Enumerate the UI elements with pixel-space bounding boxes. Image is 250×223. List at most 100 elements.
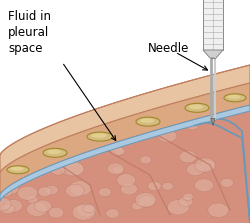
Ellipse shape bbox=[79, 134, 100, 149]
Ellipse shape bbox=[200, 160, 214, 170]
Ellipse shape bbox=[144, 126, 161, 138]
Ellipse shape bbox=[121, 183, 138, 195]
Ellipse shape bbox=[140, 156, 151, 164]
Ellipse shape bbox=[117, 174, 136, 187]
Polygon shape bbox=[0, 65, 250, 173]
Ellipse shape bbox=[66, 184, 84, 197]
Ellipse shape bbox=[56, 120, 75, 132]
Ellipse shape bbox=[178, 196, 193, 206]
Polygon shape bbox=[0, 0, 250, 155]
Ellipse shape bbox=[108, 106, 123, 116]
Ellipse shape bbox=[38, 130, 52, 140]
Ellipse shape bbox=[10, 167, 24, 171]
Ellipse shape bbox=[167, 200, 189, 215]
Ellipse shape bbox=[27, 196, 38, 203]
Ellipse shape bbox=[114, 115, 137, 131]
Ellipse shape bbox=[113, 166, 124, 174]
Ellipse shape bbox=[203, 107, 215, 116]
Ellipse shape bbox=[0, 197, 11, 211]
Ellipse shape bbox=[38, 187, 52, 196]
Ellipse shape bbox=[45, 185, 58, 195]
Ellipse shape bbox=[64, 162, 84, 176]
Ellipse shape bbox=[132, 202, 143, 210]
Ellipse shape bbox=[135, 192, 156, 207]
Ellipse shape bbox=[24, 154, 40, 165]
Ellipse shape bbox=[76, 203, 96, 217]
Ellipse shape bbox=[83, 204, 95, 213]
Ellipse shape bbox=[228, 95, 240, 99]
Polygon shape bbox=[203, 0, 223, 50]
Ellipse shape bbox=[146, 91, 159, 99]
Ellipse shape bbox=[72, 120, 93, 136]
Polygon shape bbox=[0, 65, 250, 223]
Ellipse shape bbox=[185, 107, 198, 116]
Text: Needle: Needle bbox=[148, 42, 190, 55]
Ellipse shape bbox=[47, 150, 61, 154]
Ellipse shape bbox=[47, 155, 68, 169]
Ellipse shape bbox=[134, 114, 145, 122]
Ellipse shape bbox=[136, 117, 160, 126]
Text: Fluid in
pleural
space: Fluid in pleural space bbox=[8, 10, 51, 55]
Polygon shape bbox=[0, 83, 250, 195]
Ellipse shape bbox=[183, 193, 194, 200]
Ellipse shape bbox=[158, 130, 177, 142]
Ellipse shape bbox=[208, 203, 229, 217]
Ellipse shape bbox=[8, 147, 30, 162]
Ellipse shape bbox=[151, 86, 174, 102]
Ellipse shape bbox=[69, 181, 91, 196]
Ellipse shape bbox=[91, 133, 107, 138]
Ellipse shape bbox=[48, 207, 64, 218]
Ellipse shape bbox=[224, 94, 246, 102]
Ellipse shape bbox=[93, 117, 110, 129]
Ellipse shape bbox=[44, 127, 67, 142]
Ellipse shape bbox=[67, 121, 90, 137]
Ellipse shape bbox=[16, 157, 39, 172]
Ellipse shape bbox=[139, 110, 158, 123]
Ellipse shape bbox=[1, 204, 15, 214]
Ellipse shape bbox=[72, 204, 95, 220]
Ellipse shape bbox=[27, 202, 48, 217]
Polygon shape bbox=[203, 50, 223, 58]
Ellipse shape bbox=[7, 166, 29, 174]
Polygon shape bbox=[211, 119, 215, 126]
Ellipse shape bbox=[61, 161, 84, 176]
Ellipse shape bbox=[192, 109, 211, 122]
Ellipse shape bbox=[186, 163, 204, 176]
Ellipse shape bbox=[60, 124, 80, 137]
Ellipse shape bbox=[73, 138, 91, 150]
Ellipse shape bbox=[4, 200, 22, 212]
Ellipse shape bbox=[186, 121, 198, 130]
Ellipse shape bbox=[87, 132, 113, 141]
Ellipse shape bbox=[140, 118, 154, 123]
Ellipse shape bbox=[106, 209, 119, 218]
Polygon shape bbox=[0, 105, 250, 201]
Ellipse shape bbox=[0, 188, 12, 197]
Ellipse shape bbox=[220, 178, 234, 187]
Ellipse shape bbox=[179, 151, 196, 163]
Ellipse shape bbox=[34, 151, 51, 163]
Ellipse shape bbox=[34, 200, 51, 212]
Ellipse shape bbox=[132, 113, 144, 121]
Ellipse shape bbox=[111, 146, 124, 155]
Ellipse shape bbox=[14, 164, 28, 173]
Ellipse shape bbox=[17, 186, 38, 200]
Ellipse shape bbox=[138, 196, 155, 207]
Ellipse shape bbox=[189, 105, 203, 109]
Ellipse shape bbox=[185, 103, 209, 112]
Ellipse shape bbox=[115, 148, 126, 155]
Ellipse shape bbox=[16, 136, 34, 149]
Ellipse shape bbox=[17, 151, 33, 163]
Ellipse shape bbox=[162, 182, 173, 190]
Ellipse shape bbox=[148, 182, 161, 191]
Ellipse shape bbox=[46, 130, 60, 139]
Ellipse shape bbox=[107, 163, 124, 175]
Ellipse shape bbox=[0, 180, 10, 190]
Ellipse shape bbox=[98, 188, 112, 197]
Ellipse shape bbox=[0, 181, 19, 195]
Ellipse shape bbox=[138, 132, 149, 140]
Ellipse shape bbox=[51, 165, 65, 175]
Ellipse shape bbox=[195, 158, 216, 172]
Ellipse shape bbox=[62, 144, 82, 158]
Ellipse shape bbox=[90, 135, 108, 148]
Ellipse shape bbox=[134, 95, 145, 103]
